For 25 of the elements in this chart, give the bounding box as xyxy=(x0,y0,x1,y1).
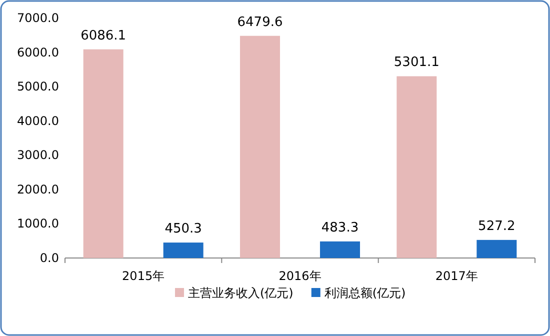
y-tick-label: 7000.0 xyxy=(17,11,59,25)
y-tick-label: 2000.0 xyxy=(17,182,59,196)
bar xyxy=(163,242,204,258)
y-tick-label: 4000.0 xyxy=(17,114,59,128)
x-tick-label: 2017年 xyxy=(435,269,478,283)
bar xyxy=(240,36,280,258)
y-tick-label: 0.0 xyxy=(40,251,59,265)
data-label: 6086.1 xyxy=(80,28,126,44)
y-tick-label: 1000.0 xyxy=(17,216,59,231)
bar xyxy=(320,241,360,258)
x-tick-label: 2016年 xyxy=(278,269,322,283)
data-label: 6479.6 xyxy=(237,14,283,30)
legend-label: 主营业务收入(亿元) xyxy=(188,286,294,300)
bar xyxy=(396,76,437,258)
bar xyxy=(83,49,124,258)
y-tick-label: 3000.0 xyxy=(17,148,59,162)
data-label: 450.3 xyxy=(164,222,202,237)
data-label: 5301.1 xyxy=(394,55,440,70)
data-label: 527.2 xyxy=(478,218,516,234)
bar xyxy=(476,240,517,258)
data-label: 483.3 xyxy=(321,220,359,236)
legend-label: 利润总额(亿元) xyxy=(324,286,406,300)
y-tick-label: 5000.0 xyxy=(17,80,59,94)
y-tick-label: 6000.0 xyxy=(17,45,59,60)
x-tick-label: 2015年 xyxy=(122,269,165,283)
